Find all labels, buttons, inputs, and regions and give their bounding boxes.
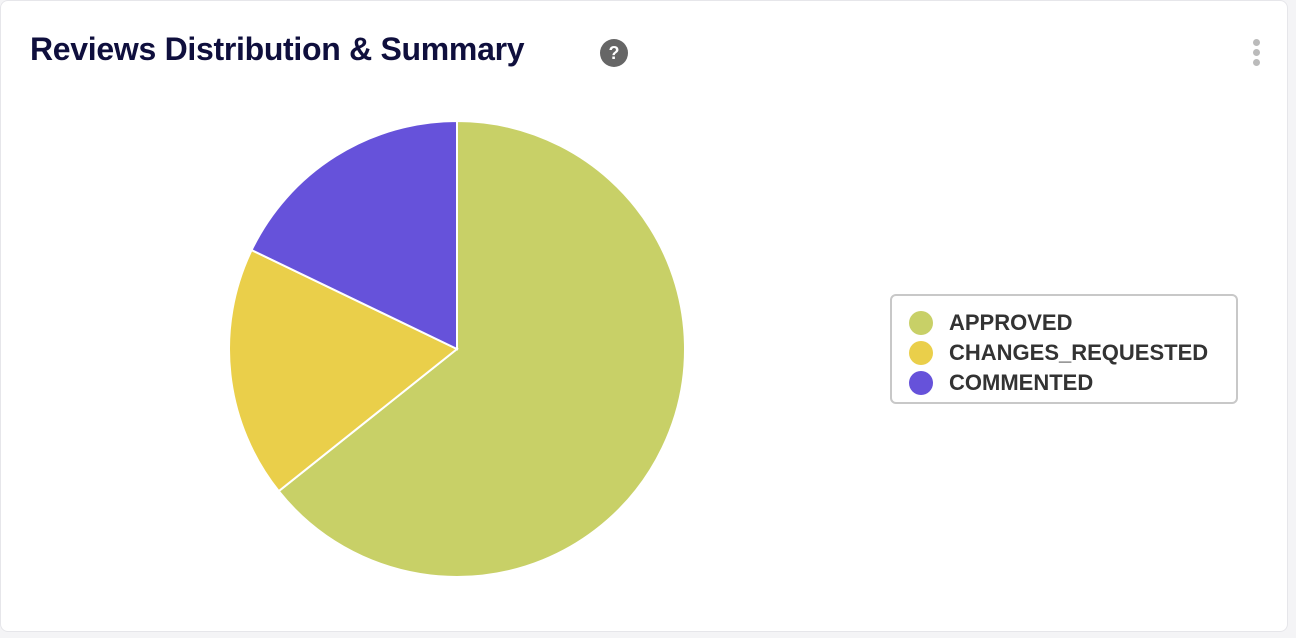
kebab-menu-icon[interactable] — [1250, 39, 1262, 67]
legend-swatch — [909, 371, 933, 395]
legend-label: CHANGES_REQUESTED — [949, 340, 1209, 365]
pie-slice-changes-requested[interactable] — [228, 248, 459, 493]
legend-item-approved[interactable]: APPROVED — [909, 308, 1236, 338]
question-circle-icon[interactable]: ? — [600, 39, 628, 67]
legend: APPROVED CHANGES_REQUESTED COMMENTED — [890, 294, 1238, 404]
legend-item-changes-requested[interactable]: CHANGES_REQUESTED — [909, 338, 1236, 368]
legend-swatch — [909, 341, 933, 365]
pie-slice-commented[interactable] — [250, 119, 458, 351]
legend-label: COMMENTED — [949, 370, 1094, 395]
card-title: Reviews Distribution & Summary — [30, 31, 525, 67]
legend-swatch — [909, 311, 933, 335]
pie-slice-approved[interactable] — [277, 119, 686, 578]
legend-item-commented[interactable]: COMMENTED — [909, 368, 1236, 398]
legend-label: APPROVED — [949, 310, 1073, 335]
